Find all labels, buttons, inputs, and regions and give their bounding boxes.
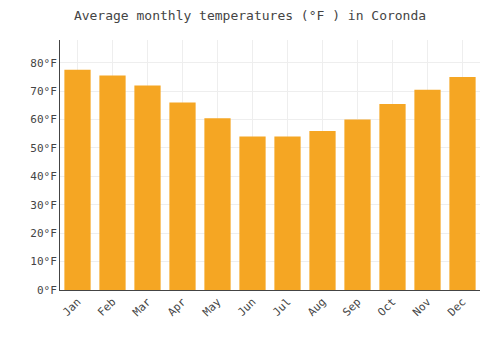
svg-text:Jul: Jul [270, 296, 293, 319]
svg-text:20°F: 20°F [30, 227, 57, 240]
svg-text:Aug: Aug [305, 296, 328, 319]
svg-text:10°F: 10°F [30, 255, 57, 268]
svg-text:60°F: 60°F [30, 113, 57, 126]
svg-text:50°F: 50°F [30, 142, 57, 155]
svg-text:Apr: Apr [165, 295, 189, 319]
svg-text:Nov: Nov [410, 295, 434, 319]
svg-text:Dec: Dec [445, 296, 468, 319]
svg-text:Jan: Jan [60, 296, 83, 319]
svg-text:Sep: Sep [340, 296, 363, 319]
svg-text:May: May [200, 295, 224, 319]
svg-text:70°F: 70°F [30, 85, 57, 98]
svg-text:0°F: 0°F [37, 284, 57, 297]
svg-text:Jun: Jun [235, 296, 258, 319]
svg-text:Oct: Oct [375, 296, 398, 319]
svg-text:Feb: Feb [95, 296, 118, 319]
svg-text:Average monthly temperatures (: Average monthly temperatures (°F ) in Co… [74, 8, 426, 23]
svg-text:Mar: Mar [130, 295, 154, 319]
svg-text:80°F: 80°F [30, 57, 57, 70]
svg-text:40°F: 40°F [30, 170, 57, 183]
svg-text:30°F: 30°F [30, 199, 57, 212]
